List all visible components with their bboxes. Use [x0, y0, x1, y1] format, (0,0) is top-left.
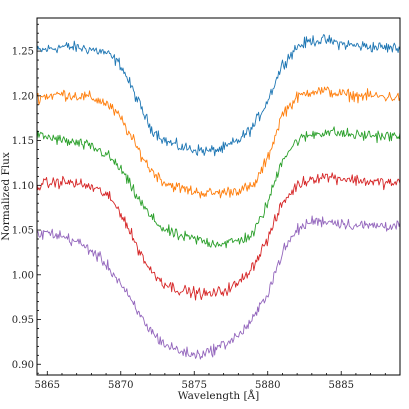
- plot-frame: [36, 17, 401, 376]
- x-tick-label: 5885: [328, 380, 353, 391]
- y-axis-label: Normalized Flux: [0, 152, 12, 241]
- x-tick-label: 5880: [255, 380, 280, 391]
- y-tick-label: 1.15: [12, 136, 34, 147]
- y-tick-label: 0.95: [12, 315, 34, 326]
- y-tick-label: 1.10: [12, 181, 34, 192]
- spectrum-line-3: [36, 126, 401, 249]
- y-tick-label: 1.05: [12, 226, 34, 237]
- y-tick-label: 1.25: [12, 47, 34, 58]
- series-layer: [36, 34, 401, 360]
- y-tick-label: 1.00: [12, 270, 34, 281]
- spectrum-line-1: [36, 34, 401, 157]
- spectrum-line-5: [36, 215, 401, 360]
- x-tick-label: 5870: [108, 380, 133, 391]
- x-tick-label: 5865: [35, 380, 60, 391]
- x-axis-label: Wavelength [Å]: [178, 388, 259, 402]
- y-tick-label: 0.90: [12, 360, 34, 371]
- spectrum-line-2: [36, 86, 401, 199]
- axes-layer: 5865 5870 5875 5880 5885 0.90 0.95 1.00 1.05 1.10…: [12, 17, 401, 391]
- x-tick-label: 5875: [182, 380, 207, 391]
- spectrum-line-4: [36, 172, 401, 301]
- y-tick-label: 1.20: [12, 91, 34, 102]
